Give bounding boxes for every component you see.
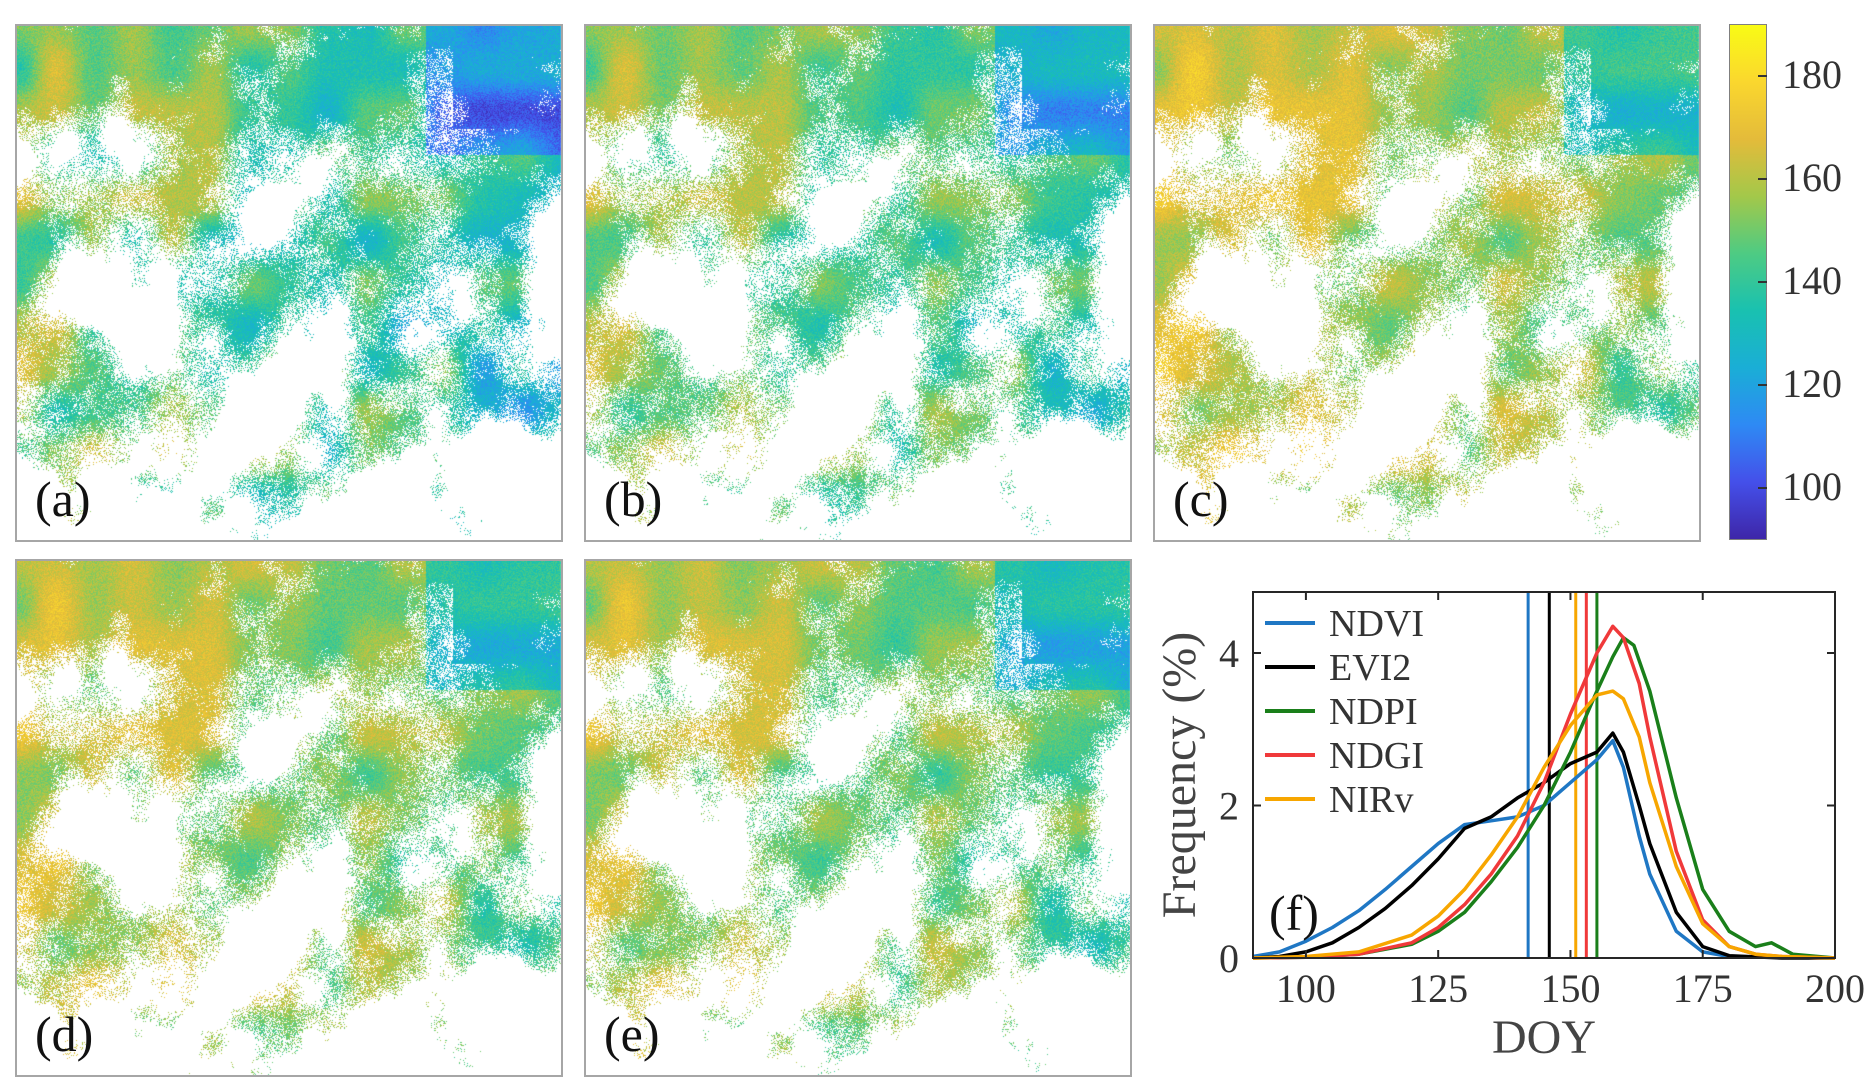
x-tick-label: 100 bbox=[1276, 966, 1336, 1011]
map-panel-c: (c) bbox=[1153, 24, 1701, 542]
y-tick-label: 2 bbox=[1219, 784, 1239, 829]
colorbar-tick-label: 180 bbox=[1782, 51, 1842, 97]
x-tick-label: 175 bbox=[1673, 966, 1733, 1011]
colorbar-tick-label: 120 bbox=[1782, 361, 1842, 407]
y-tick-label: 0 bbox=[1219, 936, 1239, 981]
legend-label: NDPI bbox=[1329, 691, 1418, 733]
legend-label: EVI2 bbox=[1329, 647, 1411, 689]
panel-label: (f) bbox=[1269, 885, 1319, 941]
map-panel-e: (e) bbox=[584, 559, 1132, 1077]
colorbar-tick-label: 140 bbox=[1782, 258, 1842, 303]
panel-label: (e) bbox=[604, 1006, 660, 1062]
series-line-nirv bbox=[1252, 689, 1836, 960]
colorbar-tick bbox=[1758, 74, 1767, 77]
map-panel-b: (b) bbox=[584, 24, 1132, 542]
colorbar-tick bbox=[1758, 487, 1767, 490]
legend-label: NDVI bbox=[1329, 603, 1424, 645]
y-axis-label: Frequency (%) bbox=[1153, 632, 1206, 919]
x-axis-label: DOY bbox=[1492, 1011, 1596, 1064]
legend-label: NIRv bbox=[1329, 779, 1413, 821]
frequency-chart: 100 125 150 175 200 0 2 4 DOY Frequency (%) NDVIEV… bbox=[1153, 591, 1865, 1064]
legend-label: NDGI bbox=[1329, 735, 1424, 777]
map-image bbox=[17, 26, 561, 540]
panel-label: (c) bbox=[1173, 471, 1229, 527]
plot-area bbox=[1253, 592, 1835, 958]
panel-label: (b) bbox=[604, 471, 663, 527]
map-image bbox=[586, 26, 1130, 540]
map-panel-d: (d) bbox=[15, 559, 563, 1077]
x-tick-label: 125 bbox=[1408, 966, 1468, 1011]
colorbar-tick bbox=[1758, 177, 1767, 180]
series-line-ndpi bbox=[1252, 635, 1836, 960]
map-image bbox=[586, 561, 1130, 1075]
colorbar-tick-label: 160 bbox=[1782, 154, 1842, 200]
panel-label: (d) bbox=[35, 1006, 94, 1062]
map-panel-a: (a) bbox=[15, 24, 563, 542]
x-tick-label: 200 bbox=[1805, 966, 1865, 1011]
axes-box bbox=[1252, 591, 1836, 959]
map-image bbox=[17, 561, 561, 1075]
panel-label: (a) bbox=[35, 471, 91, 527]
y-tick-label: 4 bbox=[1219, 631, 1239, 676]
colorbar-tick bbox=[1758, 281, 1767, 283]
colorbar-tick bbox=[1758, 384, 1767, 387]
colorbar-tick-label: 100 bbox=[1782, 464, 1842, 510]
map-image bbox=[1155, 26, 1699, 540]
x-tick-label: 150 bbox=[1540, 966, 1600, 1011]
